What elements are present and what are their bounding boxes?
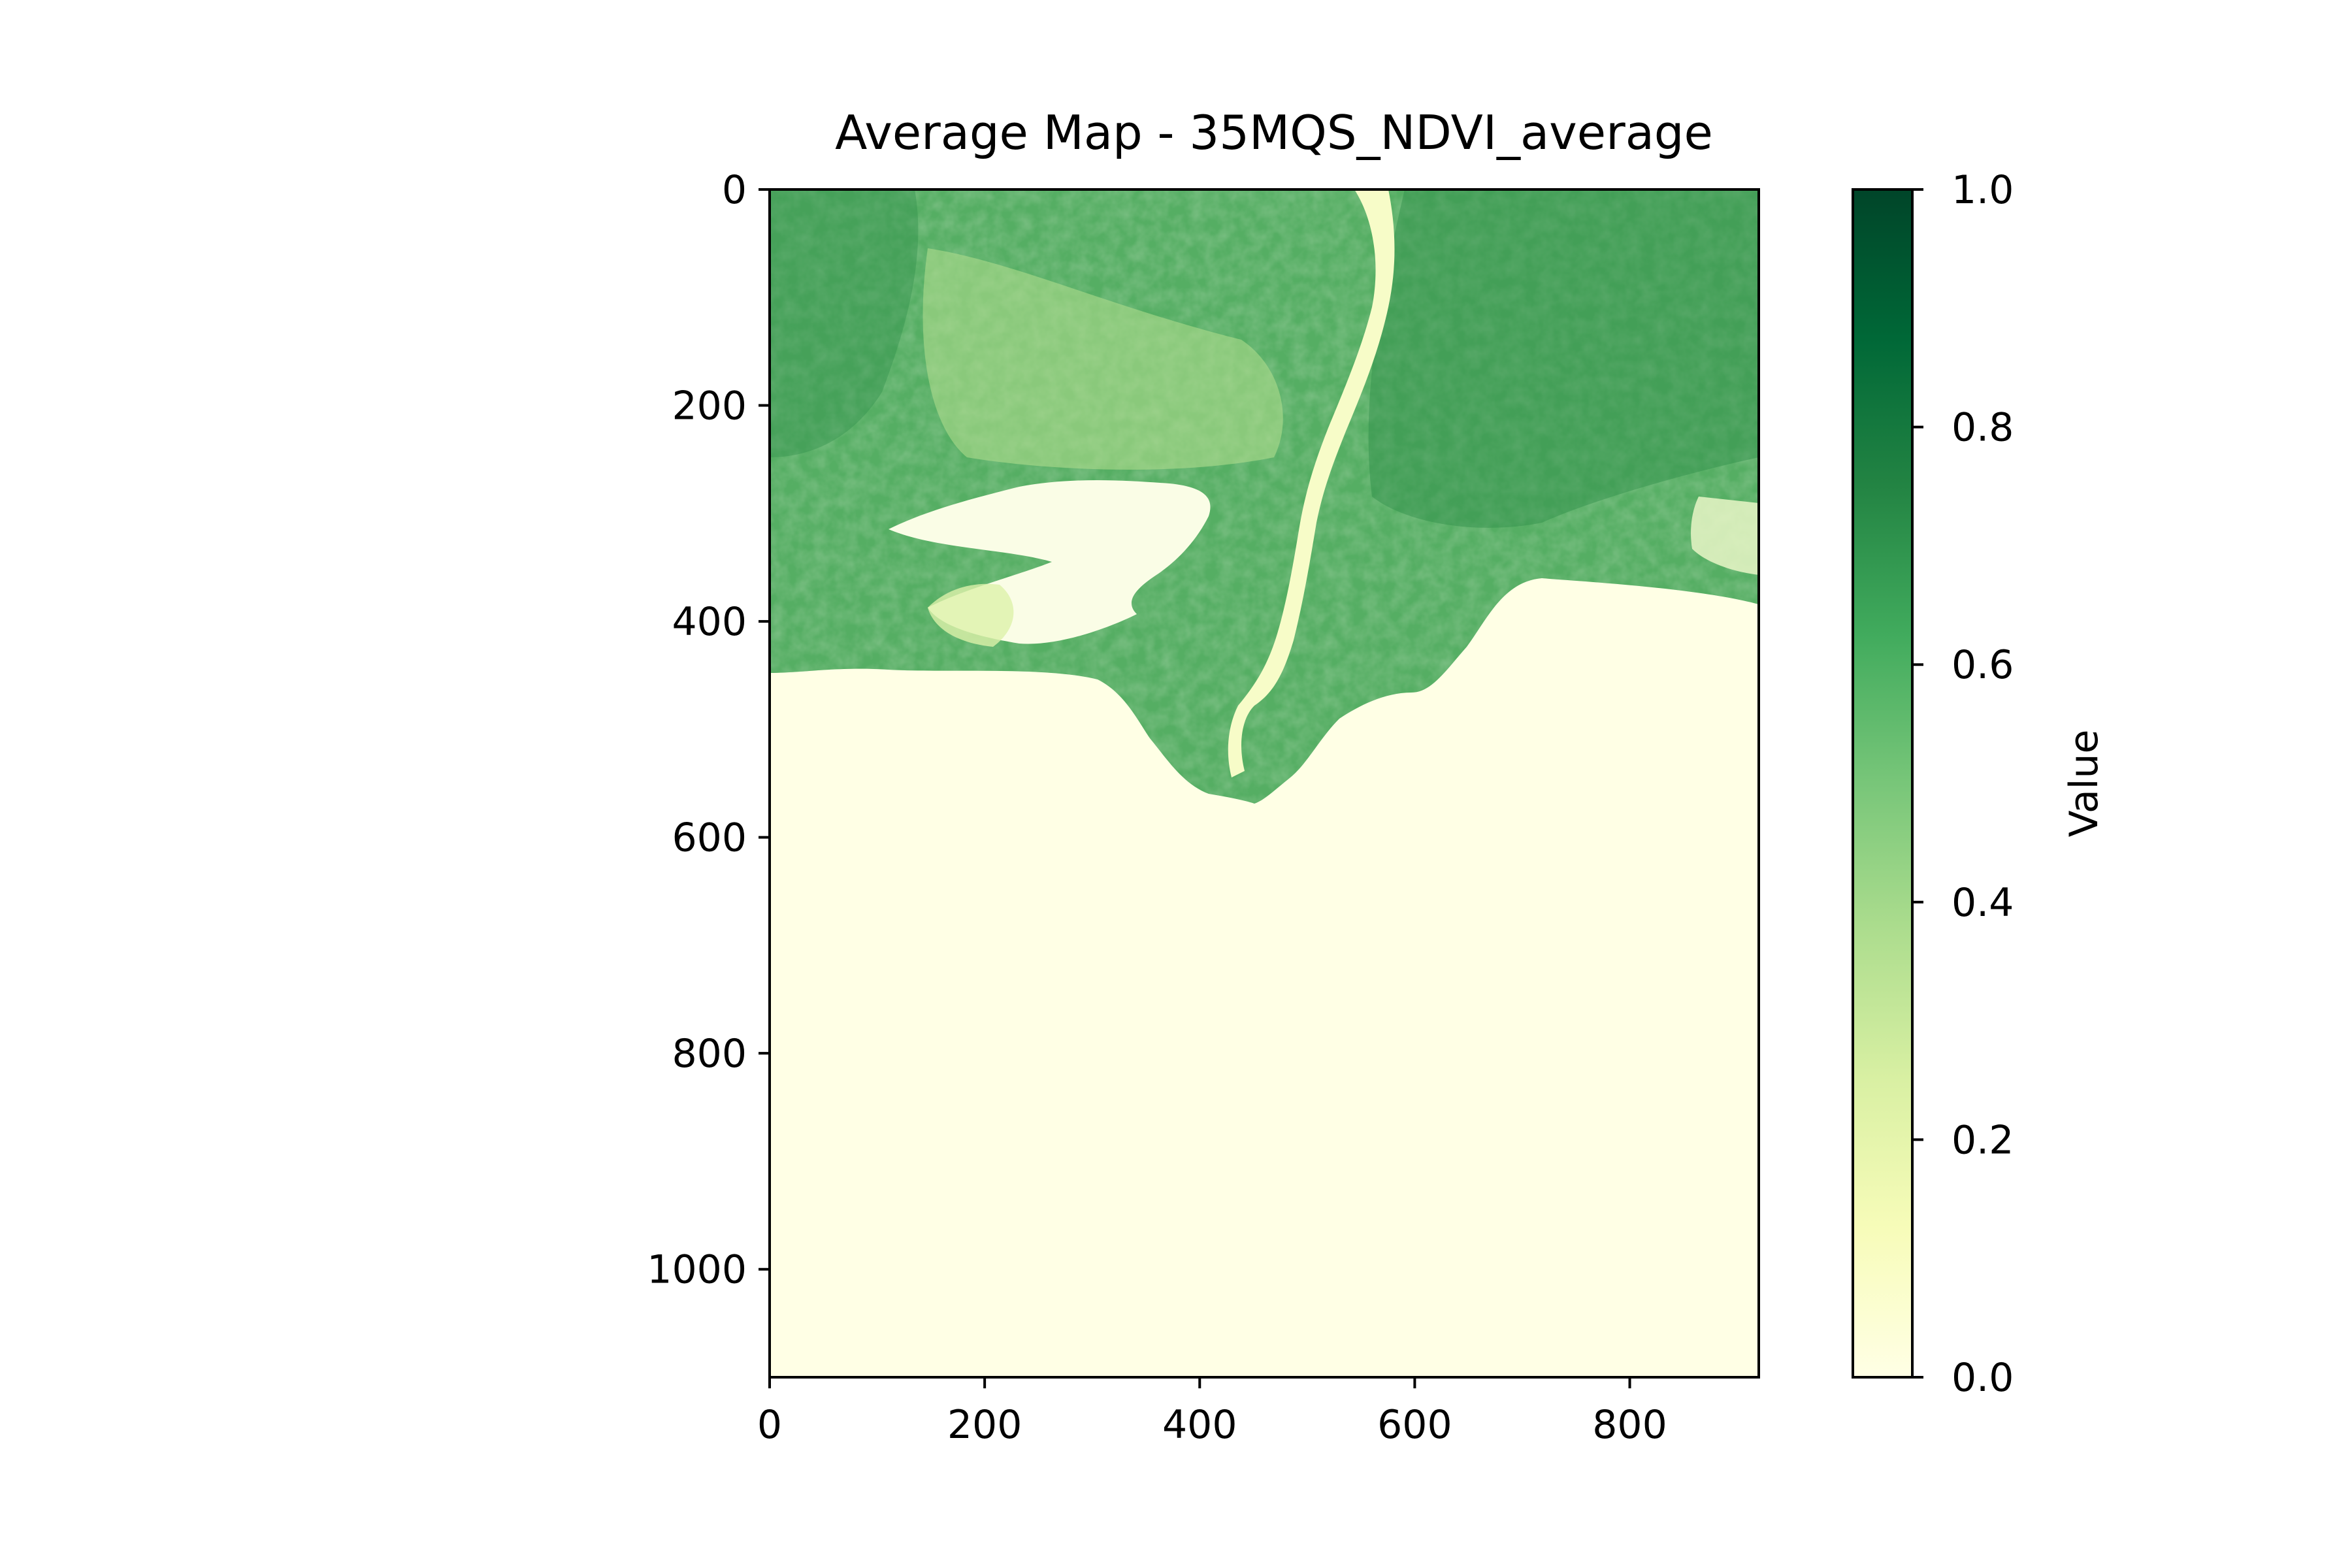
- colorbar-tick-label: 0.4: [1952, 880, 2014, 926]
- river: [1228, 189, 1395, 777]
- ndvi-image: [770, 189, 1759, 1377]
- lagoon-shore-light: [928, 583, 1014, 647]
- colorbar-tick-label: 0.8: [1952, 405, 2014, 451]
- y-axis: 0 200 400 600 800 1000: [647, 167, 770, 1293]
- y-tick-label: 200: [672, 384, 747, 429]
- chart-title: Average Map - 35MQS_NDVI_average: [835, 105, 1713, 160]
- y-tick-label: 800: [672, 1031, 747, 1077]
- plot-frame: [768, 188, 1760, 1379]
- colorbar-tick-label: 0.2: [1952, 1117, 2014, 1163]
- y-tick-label: 0: [722, 167, 747, 213]
- colorbar-tick-label: 0.6: [1952, 642, 2014, 688]
- colorbar-tick-label: 0.0: [1952, 1355, 2014, 1401]
- east-coast-patch: [1691, 497, 1759, 575]
- x-tick-label: 200: [947, 1402, 1022, 1448]
- y-tick-label: 600: [672, 815, 747, 861]
- dark-vegetation-west: [770, 189, 919, 457]
- light-urban-area: [923, 248, 1283, 470]
- x-tick-label: 800: [1592, 1402, 1667, 1448]
- colorbar-axis: 0.0 0.2 0.4 0.6 0.8 1.0: [1912, 167, 2014, 1401]
- x-tick-label: 600: [1377, 1402, 1452, 1448]
- colorbar: [1852, 188, 1914, 1379]
- y-tick-label: 400: [672, 599, 747, 645]
- colorbar-tick-label: 1.0: [1952, 167, 2014, 213]
- x-tick-label: 0: [757, 1402, 782, 1448]
- x-axis: 0 200 400 600 800: [757, 1377, 1667, 1448]
- colorbar-label: Value: [2061, 730, 2107, 838]
- y-tick-label: 1000: [647, 1247, 747, 1293]
- dark-vegetation-east: [1368, 189, 1759, 528]
- x-tick-label: 400: [1162, 1402, 1237, 1448]
